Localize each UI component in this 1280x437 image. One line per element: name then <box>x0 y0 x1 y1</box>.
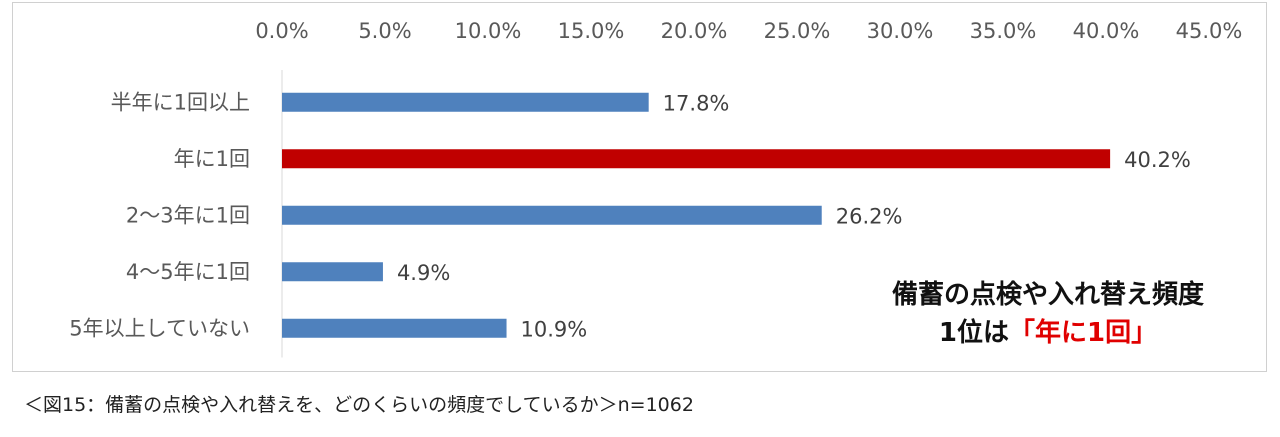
annotation-highlight: 「年に1回」 <box>1009 318 1158 348</box>
x-tick-label: 0.0% <box>255 19 308 43</box>
data-label: 4.9% <box>397 261 450 285</box>
category-label: 2～3年に1回 <box>126 203 250 227</box>
x-tick-label: 35.0% <box>970 19 1037 43</box>
x-tick-label: 45.0% <box>1176 19 1243 43</box>
x-tick-label: 20.0% <box>661 19 728 43</box>
category-label: 半年に1回以上 <box>111 90 250 114</box>
data-label: 10.9% <box>521 317 588 341</box>
x-tick-label: 25.0% <box>764 19 831 43</box>
x-tick-label: 15.0% <box>558 19 625 43</box>
x-tick-label: 30.0% <box>867 19 934 43</box>
data-label: 26.2% <box>836 204 903 228</box>
data-label: 17.8% <box>663 91 730 115</box>
chart-frame <box>12 2 1267 372</box>
category-label: 5年以上していない <box>69 316 250 340</box>
x-tick-label: 40.0% <box>1073 19 1140 43</box>
annotation-line-1: 備蓄の点検や入れ替え頻度 <box>891 280 1204 310</box>
category-label: 4～5年に1回 <box>126 260 250 284</box>
highlight-annotation: 備蓄の点検や入れ替え頻度 1位は「年に1回」 <box>838 276 1258 352</box>
bar <box>282 149 1111 169</box>
data-label: 40.2% <box>1124 148 1191 172</box>
bar <box>282 205 822 225</box>
bar <box>282 262 383 282</box>
category-label: 年に1回 <box>174 147 250 171</box>
bar-chart: 0.0% 5.0% 10.0% 15.0% 20.0% 25.0% 30.0% 35.0% 40… <box>69 19 1243 358</box>
x-tick-label: 5.0% <box>358 19 411 43</box>
figure-caption: ＜図15：備蓄の点検や入れ替えを、どのくらいの頻度でしているか＞n=1062 <box>24 394 694 416</box>
annotation-prefix: 1位は <box>938 318 1009 348</box>
annotation-line-2: 1位は「年に1回」 <box>838 314 1258 352</box>
bar <box>282 318 507 338</box>
bar <box>282 92 649 112</box>
x-tick-label: 10.0% <box>455 19 522 43</box>
